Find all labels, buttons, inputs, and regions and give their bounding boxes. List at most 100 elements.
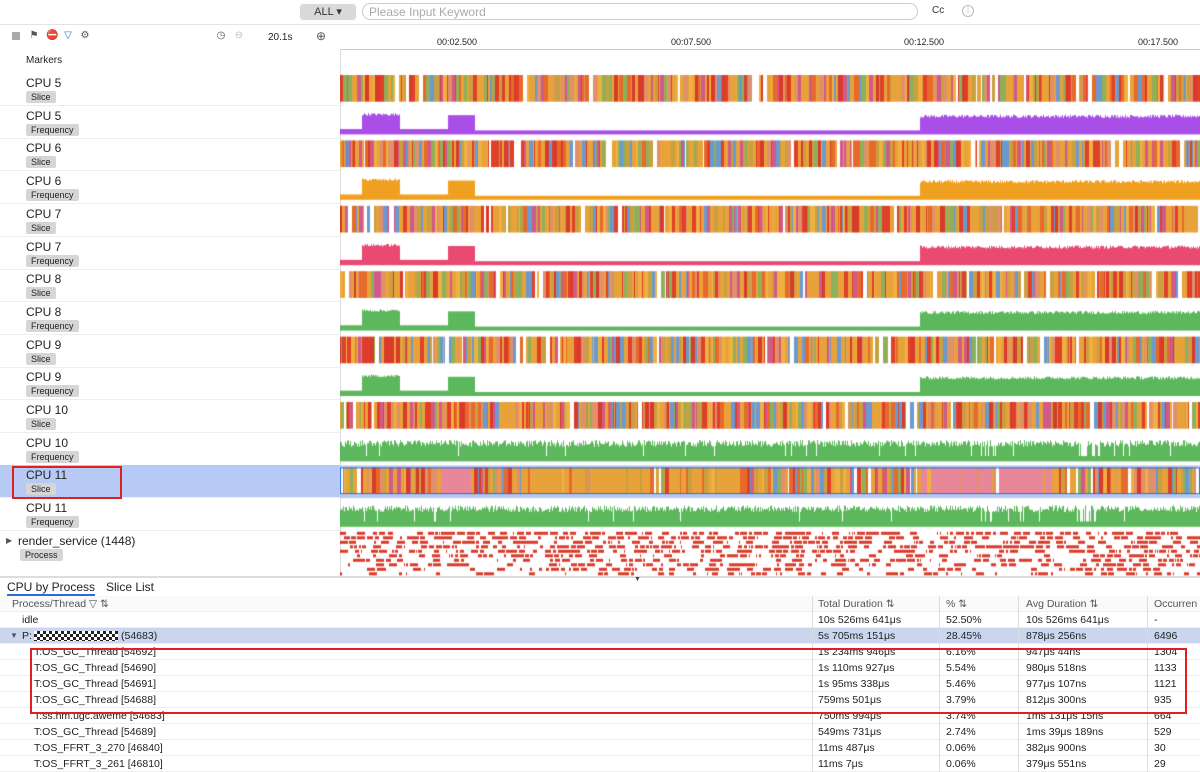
- thread-name: idle: [22, 614, 39, 626]
- percent-cell: 2.74%: [946, 726, 976, 738]
- process-name: render_service (1448): [18, 533, 136, 548]
- thread-name: T:OS_GC_Thread [54690]: [34, 662, 156, 674]
- occurrences-cell: 30: [1154, 742, 1166, 754]
- track-name: CPU 5: [26, 76, 62, 90]
- table-row[interactable]: T:OS_GC_Thread [54690] 1s 110ms 927μs 5.54…: [0, 660, 1200, 676]
- avg-duration-cell: 878μs 256ns: [1026, 630, 1087, 642]
- track-row-cpu-11-slice[interactable]: CPU 11 Slice: [0, 465, 340, 500]
- gear-icon[interactable]: ⚙: [80, 30, 90, 41]
- tab-cpu-by-process[interactable]: CPU by Process: [7, 580, 96, 596]
- col-percent[interactable]: % ⇅: [946, 598, 968, 610]
- track-name: CPU 9: [26, 370, 62, 385]
- ruler-tick-label: 00:07.500: [670, 37, 712, 47]
- table-row[interactable]: idle 10s 526ms 641μs 52.50% 10s 526ms 641μs…: [0, 612, 1200, 628]
- filter-select[interactable]: ALL ▾: [300, 4, 356, 20]
- table-header: Process/Thread ▽ ⇅ Total Duration ⇅ % ⇅ …: [0, 596, 1200, 612]
- tab-slice-list[interactable]: Slice List: [106, 580, 155, 594]
- thread-name: T:OS_FFRT_3_261 [46810]: [34, 758, 163, 770]
- track-row-cpu-10-frequency[interactable]: CPU 10 Frequency: [0, 433, 340, 466]
- redacted-name: [34, 631, 118, 641]
- track-row-cpu-5-frequency[interactable]: CPU 5 Frequency: [0, 106, 340, 139]
- track-area[interactable]: [340, 73, 1200, 576]
- track-row-cpu-6-slice[interactable]: CPU 6 Slice: [0, 138, 340, 172]
- table-row[interactable]: T:OS_FFRT_3_261 [46810] 11ms 7μs 0.06% 379μ…: [0, 756, 1200, 772]
- track-type-badge: Frequency: [26, 319, 79, 332]
- col-total-duration[interactable]: Total Duration ⇅: [818, 598, 895, 610]
- process-pid: (54683): [121, 630, 158, 642]
- case-sensitive-button[interactable]: Cc: [932, 5, 945, 16]
- occurrences-cell: 1121: [1154, 678, 1177, 690]
- track-type-badge: Slice: [26, 156, 56, 169]
- track-name: CPU 8: [26, 272, 62, 287]
- search-input[interactable]: Please Input Keyword: [362, 3, 918, 20]
- expand-arrow-icon[interactable]: ▼: [10, 631, 18, 640]
- track-name: CPU 10: [26, 435, 69, 450]
- col-occurrences[interactable]: Occurren: [1154, 598, 1198, 610]
- track-name: CPU 11: [26, 501, 68, 516]
- sort-icon[interactable]: ⇅: [885, 598, 895, 610]
- total-duration-cell: 1s 110ms 927μs: [818, 662, 895, 674]
- collapse-arrow-icon[interactable]: ▼: [634, 576, 641, 583]
- track-name: CPU 8: [26, 304, 62, 319]
- track-row-cpu-9-frequency[interactable]: CPU 9 Frequency: [0, 367, 340, 401]
- track-name: CPU 6: [26, 141, 62, 156]
- stop-square-icon[interactable]: [11, 31, 21, 41]
- process-row-render-service[interactable]: ▶ render_service (1448) Process: [0, 531, 340, 576]
- markers-label: Markers: [26, 55, 63, 66]
- track-name: CPU 5: [26, 108, 62, 123]
- timer-icon[interactable]: ◷: [216, 30, 226, 41]
- flag-icon[interactable]: ⚑: [29, 30, 39, 41]
- time-ruler[interactable]: 00:02.500 00:07.500 00:12.500 00:17.500: [340, 25, 1200, 50]
- track-name: CPU 6: [26, 174, 62, 189]
- percent-cell: 5.54%: [946, 662, 976, 674]
- track-row-cpu-5-slice[interactable]: CPU 5 Slice: [0, 73, 340, 106]
- highlight-box-gc-threads: [30, 648, 1187, 714]
- track-type-badge: Frequency: [26, 450, 79, 463]
- occurrences-cell: 529: [1154, 726, 1172, 738]
- track-row-cpu-7-frequency[interactable]: CPU 7 Frequency: [0, 237, 340, 270]
- track-type-badge: Slice: [26, 418, 56, 430]
- track-row-cpu-8-frequency[interactable]: CPU 8 Frequency: [0, 302, 340, 335]
- percent-cell: 0.06%: [946, 758, 976, 770]
- track-row-cpu-7-slice[interactable]: CPU 7 Slice: [0, 204, 340, 237]
- occurrences-cell: 1133: [1154, 662, 1177, 674]
- occurrences-cell: 29: [1154, 758, 1166, 770]
- table-row[interactable]: T:OS_FFRT_3_270 [46840] 11ms 487μs 0.06% 38…: [0, 740, 1200, 756]
- filter-icon[interactable]: ▽: [89, 598, 98, 610]
- total-duration-cell: 5s 705ms 151μs: [818, 630, 896, 642]
- track-row-cpu-10-slice[interactable]: CPU 10 Slice: [0, 400, 340, 433]
- zoom-out-icon[interactable]: ⊖: [234, 30, 244, 41]
- sort-icon[interactable]: ⇅: [1089, 598, 1099, 610]
- track-row-cpu-11-frequency[interactable]: CPU 11 Frequency: [0, 498, 340, 532]
- thread-name: T:OS_GC_Thread [54689]: [34, 726, 156, 738]
- track-type-badge: Slice: [26, 352, 56, 365]
- sort-icon[interactable]: ⇅: [958, 598, 968, 610]
- process-group-row[interactable]: ▼ P: (54683) 5s 705ms 151μs 28.45% 878μs 256n…: [0, 628, 1200, 644]
- trace-tracks-canvas[interactable]: [340, 73, 1200, 576]
- track-row-cpu-6-frequency[interactable]: CPU 6 Frequency: [0, 171, 340, 205]
- col-process-thread[interactable]: Process/Thread ▽ ⇅: [12, 598, 109, 610]
- track-type-badge: Slice: [26, 221, 56, 234]
- occurrences-cell: -: [1154, 614, 1158, 626]
- expand-arrow-icon[interactable]: ▶: [6, 535, 13, 545]
- table-row[interactable]: T:OS_GC_Thread [54691] 1s 95ms 338μs 5.46%…: [0, 676, 1200, 692]
- no-entry-icon[interactable]: ⛔: [46, 30, 59, 41]
- track-name: CPU 10: [26, 403, 69, 417]
- cpu-by-process-table: Process/Thread ▽ ⇅ Total Duration ⇅ % ⇅ …: [0, 596, 1200, 772]
- track-row-cpu-8-slice[interactable]: CPU 8 Slice: [0, 269, 340, 303]
- info-icon[interactable]: i: [962, 5, 974, 17]
- track-name: CPU 9: [26, 337, 62, 352]
- add-icon[interactable]: ⊕: [316, 29, 327, 43]
- track-label-column: Markers CPU 5 Slice CPU 5 Frequency CPU 6 Sli…: [0, 49, 341, 576]
- filter-icon[interactable]: ▽: [64, 30, 72, 41]
- process-name: P:: [22, 630, 32, 642]
- sort-icon[interactable]: ⇅: [100, 598, 109, 610]
- ruler-tick-label: 00:17.500: [1137, 37, 1179, 47]
- track-row-cpu-9-slice[interactable]: CPU 9 Slice: [0, 335, 340, 368]
- col-avg-duration[interactable]: Avg Duration ⇅: [1026, 598, 1099, 610]
- avg-duration-cell: 379μs 551ns: [1026, 758, 1087, 770]
- pane-divider[interactable]: [0, 576, 1200, 578]
- table-row[interactable]: T:OS_GC_Thread [54688] 759ms 501μs 3.79% 81…: [0, 692, 1200, 708]
- table-row[interactable]: T:OS_GC_Thread [54689] 549ms 731μs 2.74% 1m…: [0, 724, 1200, 740]
- zoom-value: 20.1s: [268, 32, 293, 43]
